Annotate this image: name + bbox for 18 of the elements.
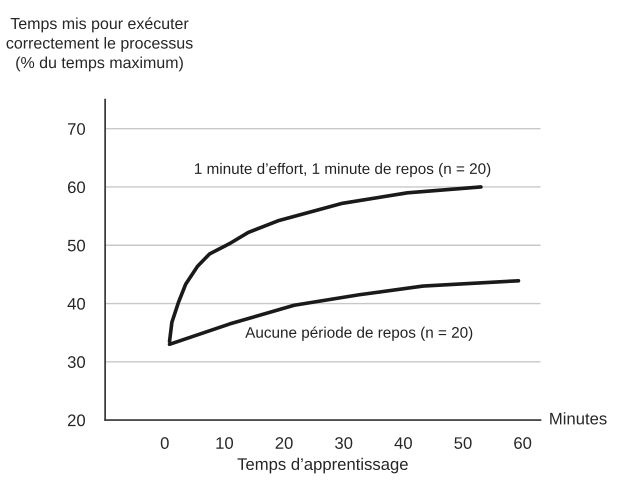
x-tick-label: 20 xyxy=(276,437,293,449)
series-label: Aucune période de repos (n = 20) xyxy=(245,326,472,341)
x-tick-label: 50 xyxy=(454,437,472,449)
y-tick-label: 30 xyxy=(68,356,86,368)
y-tick-label: 20 xyxy=(68,414,86,426)
series-label: 1 minute d’effort, 1 minute de repos (n = 20) xyxy=(194,162,490,178)
text: Minutes xyxy=(550,412,607,425)
x-tick-label: 40 xyxy=(394,437,412,449)
x-tick-label: 30 xyxy=(335,437,352,449)
x-tick-label: 0 xyxy=(160,437,169,449)
y-tick-label: 60 xyxy=(68,181,86,194)
y-tick-label: 40 xyxy=(68,298,86,310)
y-tick-label: 50 xyxy=(68,240,86,252)
x-tick-label: 10 xyxy=(216,437,234,449)
y-tick-label: 70 xyxy=(68,123,86,135)
x-axis-title: Temps d’apprentissage xyxy=(238,458,408,474)
y-axis-title: Temps mis pour exécuter correctement le processus (% du temps maximum) xyxy=(6,17,193,72)
x-tick-label: 60 xyxy=(514,437,532,449)
